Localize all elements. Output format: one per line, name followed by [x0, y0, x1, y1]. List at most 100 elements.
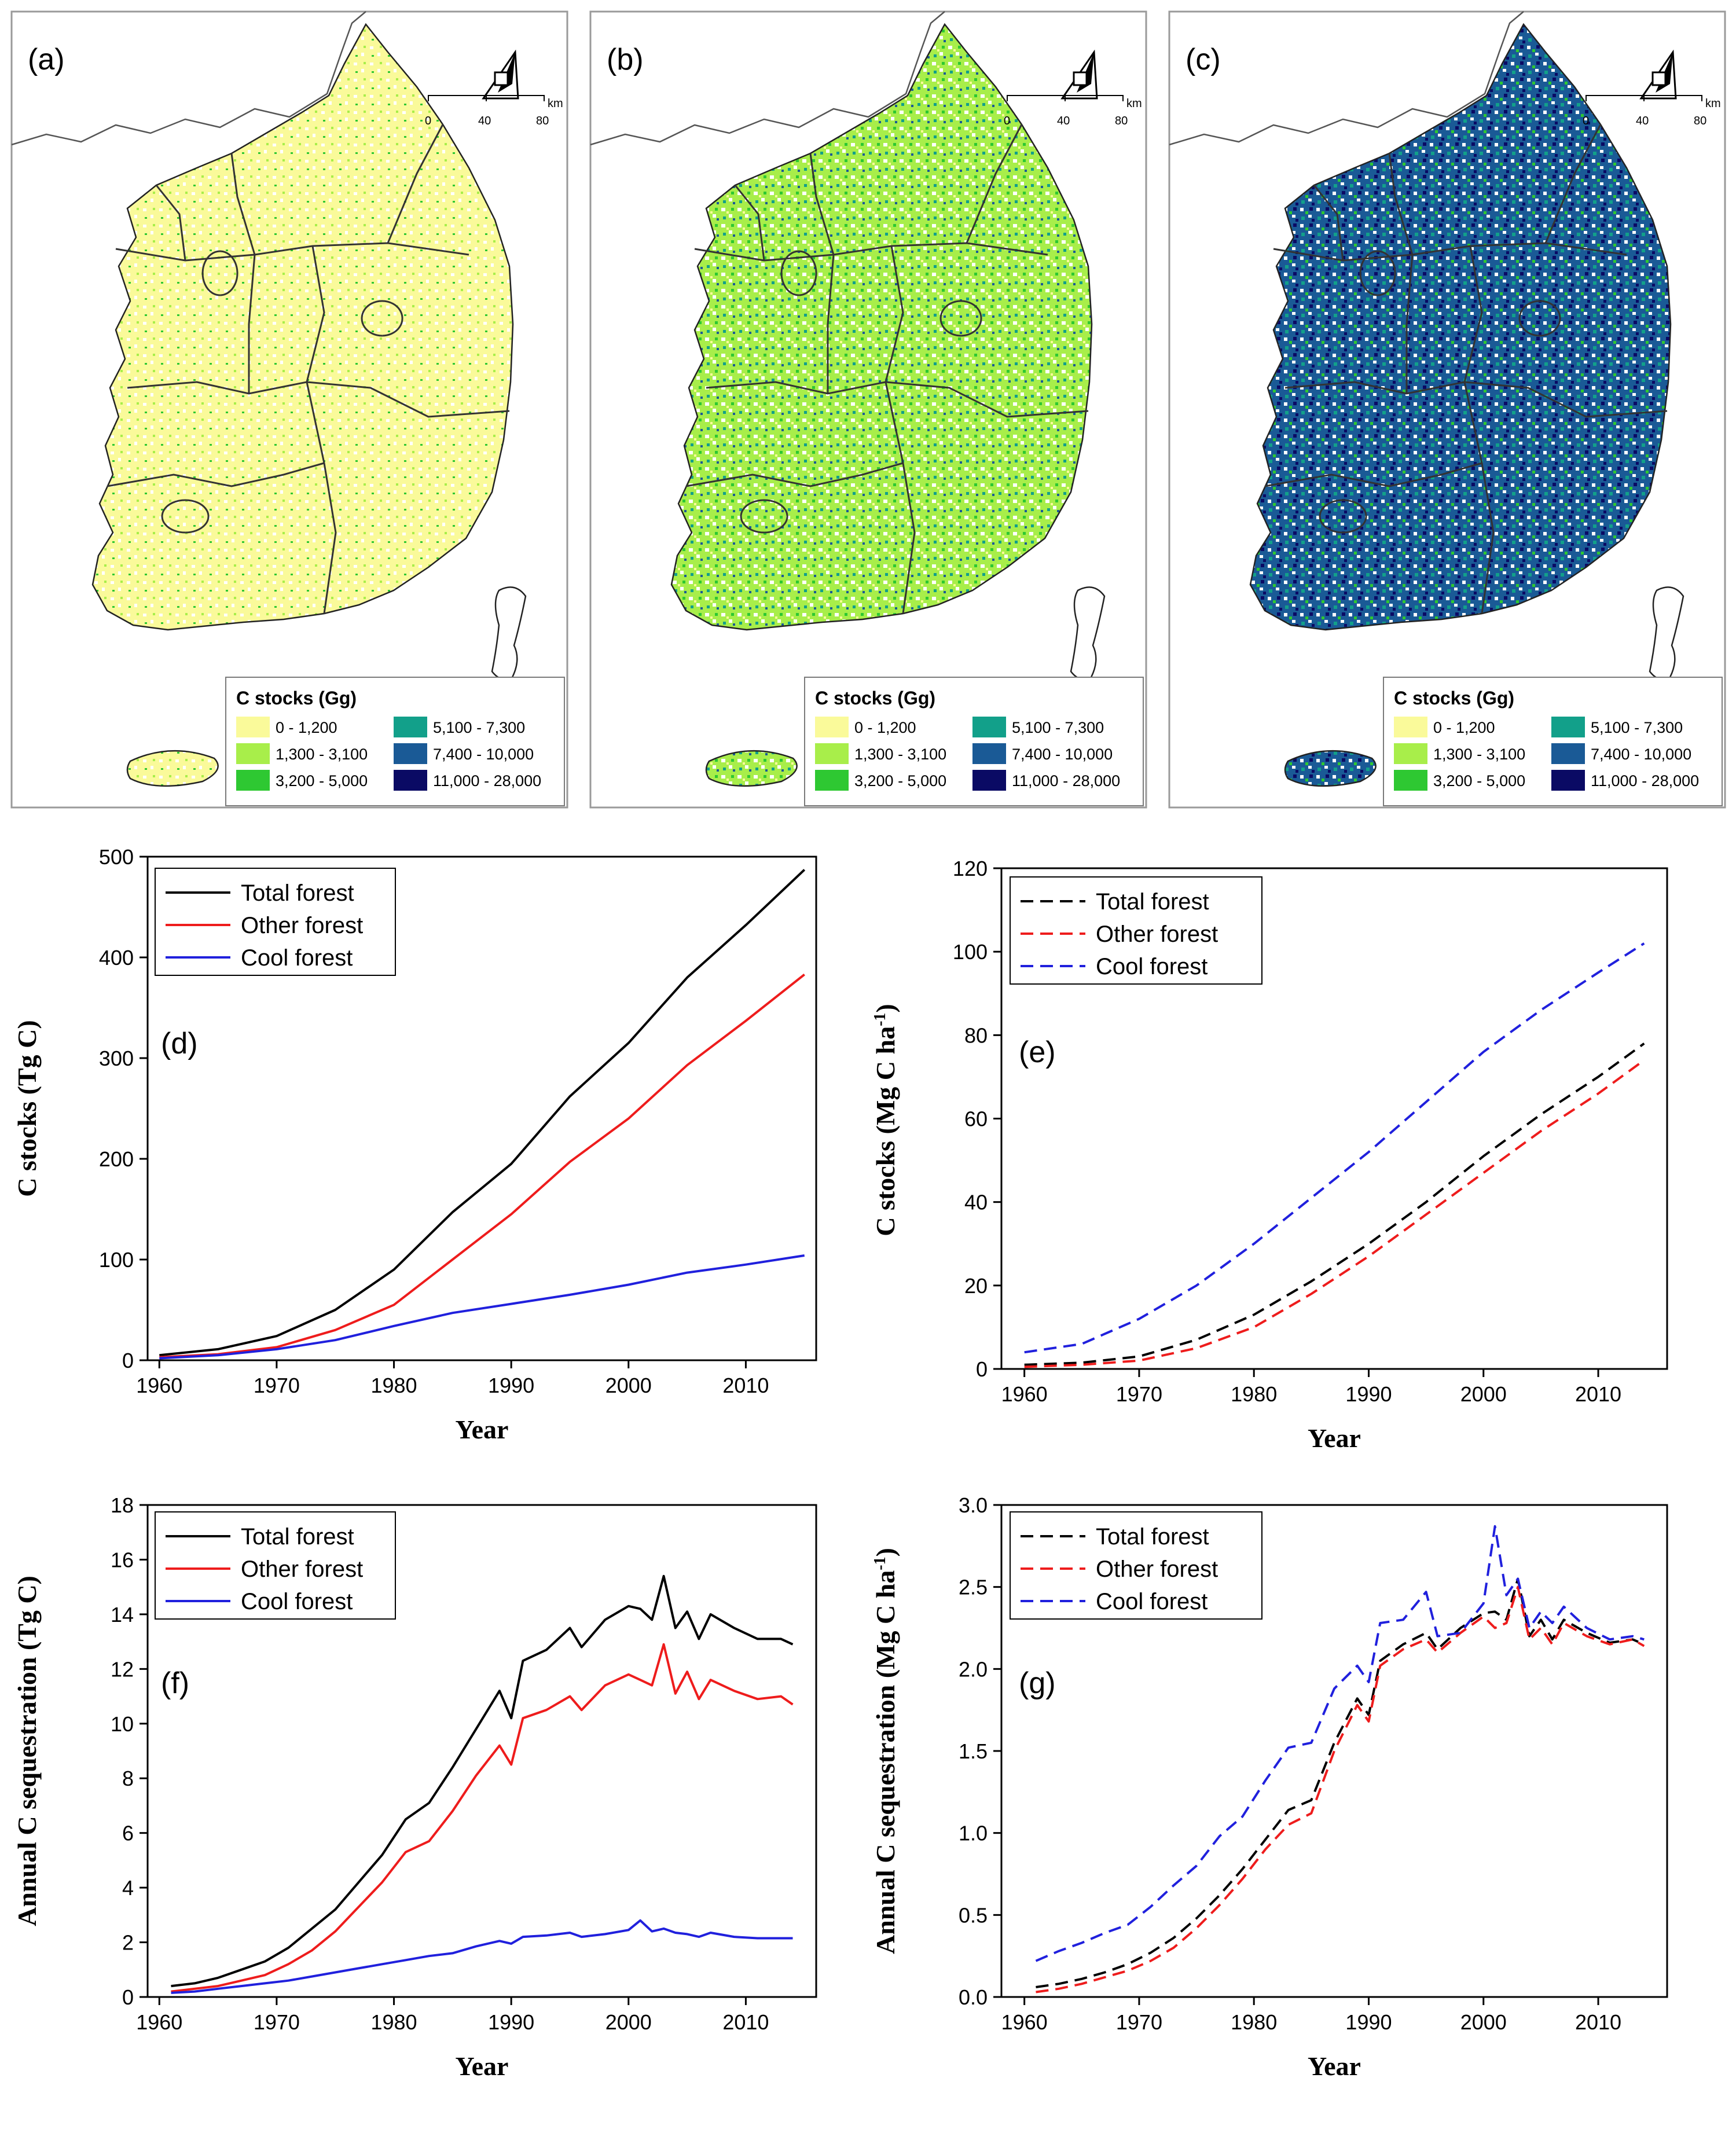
province-border: [1388, 153, 1414, 394]
legend-swatch: [236, 717, 270, 737]
y-tick-label: 100: [953, 940, 988, 964]
x-tick-label: 1990: [1345, 2010, 1392, 2034]
legend-label: 5,100 - 7,300: [1012, 719, 1104, 736]
y-tick-label: 100: [99, 1248, 134, 1272]
y-tick-label: 0: [976, 1357, 988, 1381]
series-line: [159, 869, 806, 1357]
legend-entry: Cool forest: [241, 1589, 353, 1614]
jeju-island: [126, 750, 219, 787]
chart-g: 1960 1970 1980 1990 2000 2010 0.0 0.5 1.0 1.5 2.0 2…: [871, 1493, 1668, 2081]
y-axis-title: Annual C sequestration (Tg C): [12, 1576, 42, 1926]
x-tick-label: 1990: [1345, 1382, 1392, 1406]
x-tick-label: 2000: [1460, 1382, 1507, 1406]
y-axis-title: Annual C sequestration (Mg C ha-1): [871, 1548, 900, 1954]
legend-label: 11,000 - 28,000: [433, 772, 541, 790]
legend-label: 7,400 - 10,000: [1591, 746, 1691, 763]
y-tick-label: 2: [122, 1931, 134, 1955]
legend-label: 0 - 1,200: [276, 719, 337, 736]
north-arrow-icon: [1639, 49, 1677, 100]
legend-swatch: [972, 717, 1006, 737]
legend-entry: Cool forest: [241, 945, 353, 971]
y-tick-label: 120: [953, 857, 988, 880]
legend-label: 5,100 - 7,300: [1591, 719, 1683, 736]
legend-label: 1,300 - 3,100: [1433, 746, 1525, 763]
city-border: [1359, 250, 1396, 296]
y-tick-label: 500: [99, 845, 134, 869]
legend-label: 5,100 - 7,300: [433, 719, 525, 736]
chart-legend: [155, 868, 396, 976]
scale-tick-0: 0: [1583, 115, 1589, 127]
series-line: [1024, 942, 1645, 1354]
northern-coastline: [1169, 11, 1524, 146]
scale-bar: km 0 40 80: [1583, 95, 1721, 127]
city-border: [1319, 499, 1367, 534]
y-tick-label: 400: [99, 946, 134, 970]
series-line: [1036, 1585, 1645, 1994]
y-tick-label: 300: [99, 1047, 134, 1070]
y-tick-label: 4: [122, 1876, 134, 1900]
city-border: [1518, 300, 1561, 337]
x-tick-label: 1960: [1001, 1382, 1048, 1406]
x-tick-label: 1960: [136, 2010, 182, 2034]
scale-tick-40: 40: [1057, 115, 1070, 127]
jeju-island: [705, 750, 798, 787]
peninsula-landmass: [91, 23, 514, 631]
series-line: [171, 1643, 794, 1993]
chart-panel-label: (e): [1019, 1036, 1056, 1069]
scale-unit: km: [1705, 97, 1721, 110]
jeju-island: [1284, 750, 1377, 787]
y-tick-label: 200: [99, 1147, 134, 1171]
chart-e: 1960 1970 1980 1990 2000 2010 0 20 40 60 80 100 120 Y…: [871, 857, 1668, 1453]
map-legend: C stocks (Gg) 0 - 1,200 1,300 - 3,100 3,…: [1383, 677, 1723, 806]
x-tick-label: 2010: [1575, 1382, 1621, 1406]
legend-entry: Other forest: [241, 913, 363, 938]
x-tick-label: 1970: [254, 1374, 300, 1397]
scale-tick-80: 80: [536, 115, 549, 127]
legend-swatch: [394, 770, 427, 791]
x-axis-title: Year: [1308, 1423, 1361, 1453]
scale-unit: km: [548, 97, 563, 110]
province-border: [230, 153, 256, 394]
province-border: [107, 462, 325, 487]
chart-panel-label: (f): [161, 1666, 189, 1700]
x-tick-label: 1990: [488, 2010, 534, 2034]
legend-label: 0 - 1,200: [854, 719, 916, 736]
legend-entry: Other forest: [241, 1556, 363, 1582]
x-tick-label: 1960: [1001, 2010, 1048, 2034]
y-tick-label: 2.5: [959, 1576, 988, 1599]
series-line: [159, 1254, 805, 1360]
northern-coastline: [11, 11, 366, 146]
legend-swatch: [1551, 717, 1585, 737]
y-tick-label: 18: [111, 1493, 134, 1517]
y-tick-label: 6: [122, 1822, 134, 1845]
legend-label: 1,300 - 3,100: [854, 746, 946, 763]
x-tick-label: 1970: [254, 2010, 300, 2034]
province-border: [155, 185, 186, 261]
legend-entry: Total forest: [1096, 889, 1209, 915]
map-label: (b): [607, 43, 644, 76]
city-border: [201, 250, 238, 296]
legend-entry: Total forest: [241, 880, 354, 906]
legend-swatch: [1551, 743, 1585, 764]
legend-label: 11,000 - 28,000: [1012, 772, 1120, 790]
city-border: [361, 300, 403, 337]
map-legend: C stocks (Gg) 0 - 1,200 1,300 - 3,100 3,…: [804, 677, 1144, 806]
legend-label: 3,200 - 5,000: [276, 772, 368, 790]
y-tick-label: 14: [111, 1603, 134, 1627]
x-tick-label: 2000: [605, 2010, 652, 2034]
province-border: [1463, 245, 1495, 614]
y-tick-label: 0: [122, 1349, 134, 1372]
legend-entry: Cool forest: [1096, 1589, 1208, 1614]
y-tick-label: 1.0: [959, 1822, 988, 1845]
x-tick-label: 1960: [136, 1374, 182, 1397]
plot-area: [146, 856, 817, 1361]
legend-title: C stocks (Gg): [236, 688, 357, 708]
x-axis-title: Year: [456, 1415, 509, 1444]
legend-label: 1,300 - 3,100: [276, 746, 368, 763]
province-border: [1313, 185, 1344, 261]
x-tick-label: 2010: [722, 1374, 769, 1397]
map-panel-b: (b) km 0 40 80 C stocks (Gg): [589, 10, 1147, 809]
x-tick-label: 2010: [1575, 2010, 1621, 2034]
legend-swatch: [394, 743, 427, 764]
chart-panel-label: (g): [1019, 1666, 1056, 1700]
